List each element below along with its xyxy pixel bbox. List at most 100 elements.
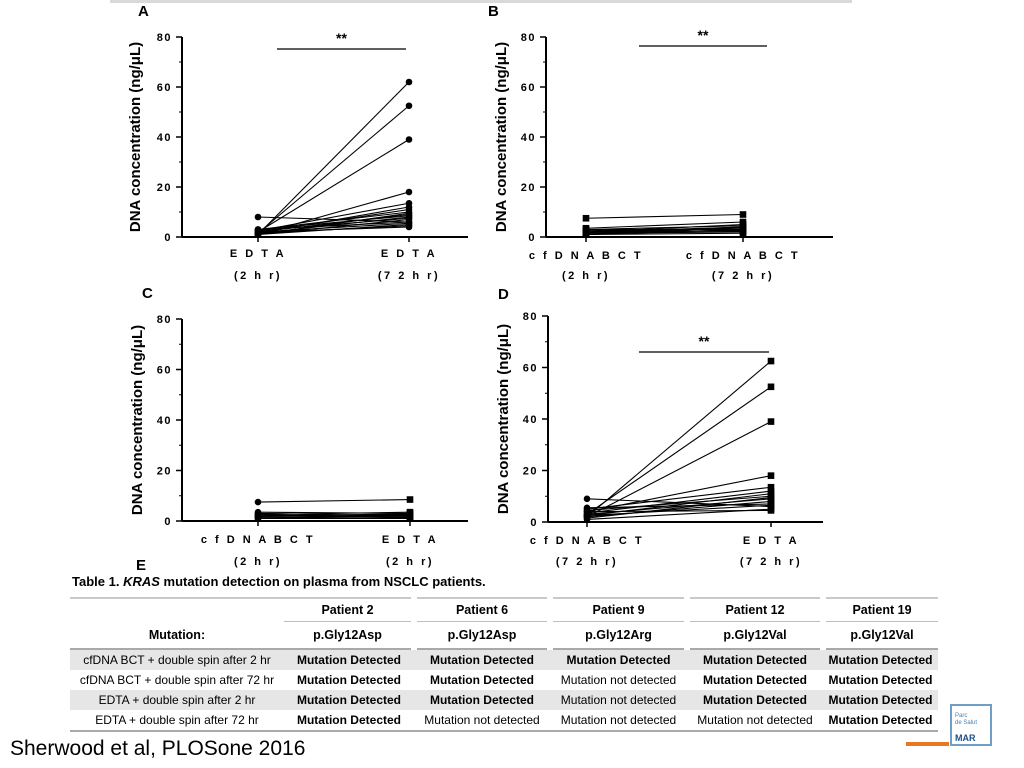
header-patient-6: Patient 6	[411, 598, 550, 622]
y-tick-label: 60	[521, 82, 536, 94]
data-point	[405, 102, 413, 110]
y-tick-label: 80	[157, 32, 172, 44]
row-label: cfDNA BCT + double spin after 2 hr	[70, 649, 284, 670]
data-point	[767, 418, 775, 425]
pair-line	[257, 215, 410, 231]
panel-e-label: E	[136, 557, 146, 574]
table-cell: Mutation Detected	[823, 649, 938, 670]
x-category-sublabel: (7 2 h r)	[712, 270, 774, 282]
y-tick-label: 20	[157, 466, 172, 478]
data-point	[405, 136, 413, 143]
data-point	[767, 507, 775, 514]
x-category-label: E D T A	[230, 248, 286, 260]
table-row: EDTA + double spin after 72 hr Mutation …	[70, 710, 938, 732]
y-tick-label: 80	[157, 314, 172, 326]
top-rule	[110, 0, 852, 3]
pair-line	[586, 498, 772, 508]
table-cell: Mutation Detected	[284, 649, 414, 670]
table-title: Table 1. KRAS mutation detection on plas…	[72, 574, 486, 589]
panel-letter: D	[498, 286, 509, 303]
table-cell: Mutation not detected	[560, 673, 677, 687]
y-tick-label: 80	[523, 311, 538, 323]
table-cell: Mutation not detected	[414, 710, 550, 732]
table-cell: Mutation not detected	[687, 710, 823, 732]
data-point	[254, 213, 262, 221]
table-cell: Mutation not detected	[550, 690, 687, 710]
y-tick-label: 0	[164, 232, 172, 244]
significance-label: **	[336, 30, 347, 46]
y-tick-label: 60	[157, 82, 172, 94]
panel-letter: A	[138, 3, 149, 20]
pair-line	[586, 504, 772, 517]
data-point	[583, 495, 591, 503]
pair-line	[257, 216, 410, 223]
table-cell: Mutation Detected	[823, 690, 938, 710]
table-cell: Mutation Detected	[414, 649, 550, 670]
header-patient-2: Patient 2	[284, 598, 414, 622]
table-cell: Mutation Detected	[687, 649, 823, 670]
mutation-patient-19: p.Gly12Val	[820, 621, 938, 650]
data-point	[405, 223, 413, 231]
pair-line	[257, 511, 411, 514]
panel-d-chart: D DNA concentration (ng/μL) 0 20 40 60 80 c f D…	[495, 286, 823, 568]
y-tick-label: 40	[521, 132, 536, 144]
data-point	[254, 511, 262, 518]
header-patient-19: Patient 19	[820, 598, 938, 622]
x-category-label: E D T A	[382, 534, 438, 546]
x-category-label: c f D N A B C T	[201, 534, 315, 546]
kras-mutation-table: Patient 2 Patient 6 Patient 9 Patient 12…	[70, 597, 938, 732]
table-corner	[70, 598, 284, 622]
table-cell: Mutation Detected	[828, 673, 933, 687]
significance-label: **	[698, 27, 709, 43]
accent-bar	[906, 742, 949, 746]
y-tick-label: 0	[164, 516, 172, 528]
x-category-label: c f D N A B C T	[530, 535, 644, 547]
x-category-sublabel: (2 h r)	[234, 556, 282, 568]
pair-line	[586, 486, 772, 510]
data-point	[739, 211, 747, 218]
y-axis-label: DNA concentration (ng/μL)	[493, 42, 510, 232]
data-point	[767, 483, 775, 491]
mutation-label: Mutation:	[70, 621, 284, 650]
y-tick-label: 40	[523, 414, 538, 426]
row-label: EDTA + double spin after 72 hr	[70, 710, 284, 732]
table-cell: Mutation Detected	[687, 690, 823, 710]
pair-line	[257, 222, 410, 233]
header-patient-12: Patient 12	[684, 598, 823, 622]
data-point	[767, 501, 775, 509]
x-category-sublabel: (2 h r)	[562, 270, 610, 282]
x-category-sublabel: (7 2 h r)	[556, 556, 618, 568]
data-point	[406, 514, 414, 522]
data-point	[767, 383, 775, 391]
pair-line	[586, 421, 772, 518]
y-tick-label: 60	[523, 363, 538, 375]
data-point	[583, 512, 591, 519]
x-category-label: E D T A	[743, 535, 799, 547]
pair-line	[585, 221, 744, 229]
data-point	[739, 228, 747, 235]
pair-line	[257, 515, 411, 520]
y-tick-label: 0	[530, 517, 538, 529]
table-cell: Mutation Detected	[429, 673, 534, 687]
y-tick-label: 20	[157, 182, 172, 194]
data-point	[405, 212, 413, 220]
x-category-label: c f D N A B C T	[529, 250, 643, 262]
pair-line	[586, 386, 772, 515]
pair-line	[585, 225, 744, 231]
panel-letter: B	[488, 3, 499, 20]
row-label: cfDNA BCT + double spin after 72 hr	[79, 673, 275, 687]
table-cell: Mutation Detected	[296, 673, 401, 687]
mutation-patient-9: p.Gly12Arg	[547, 621, 687, 650]
x-category-label: E D T A	[381, 248, 437, 260]
panel-c-chart: C DNA concentration (ng/μL) 0 20 40 60 80 c f D…	[129, 285, 468, 568]
table-cell: Mutation Detected	[702, 673, 807, 687]
panel-b-chart: B DNA concentration (ng/μL) 0 20 40 60 80 c f D…	[488, 3, 833, 282]
y-tick-label: 20	[523, 466, 538, 478]
table-title-prefix: Table 1.	[72, 574, 124, 589]
y-tick-label: 80	[521, 32, 536, 44]
pair-line	[585, 213, 744, 219]
data-point	[582, 214, 590, 222]
x-category-sublabel: (2 h r)	[386, 556, 434, 568]
x-category-sublabel: (7 2 h r)	[740, 556, 802, 568]
table-row: EDTA + double spin after 2 hr Mutation D…	[70, 690, 938, 710]
